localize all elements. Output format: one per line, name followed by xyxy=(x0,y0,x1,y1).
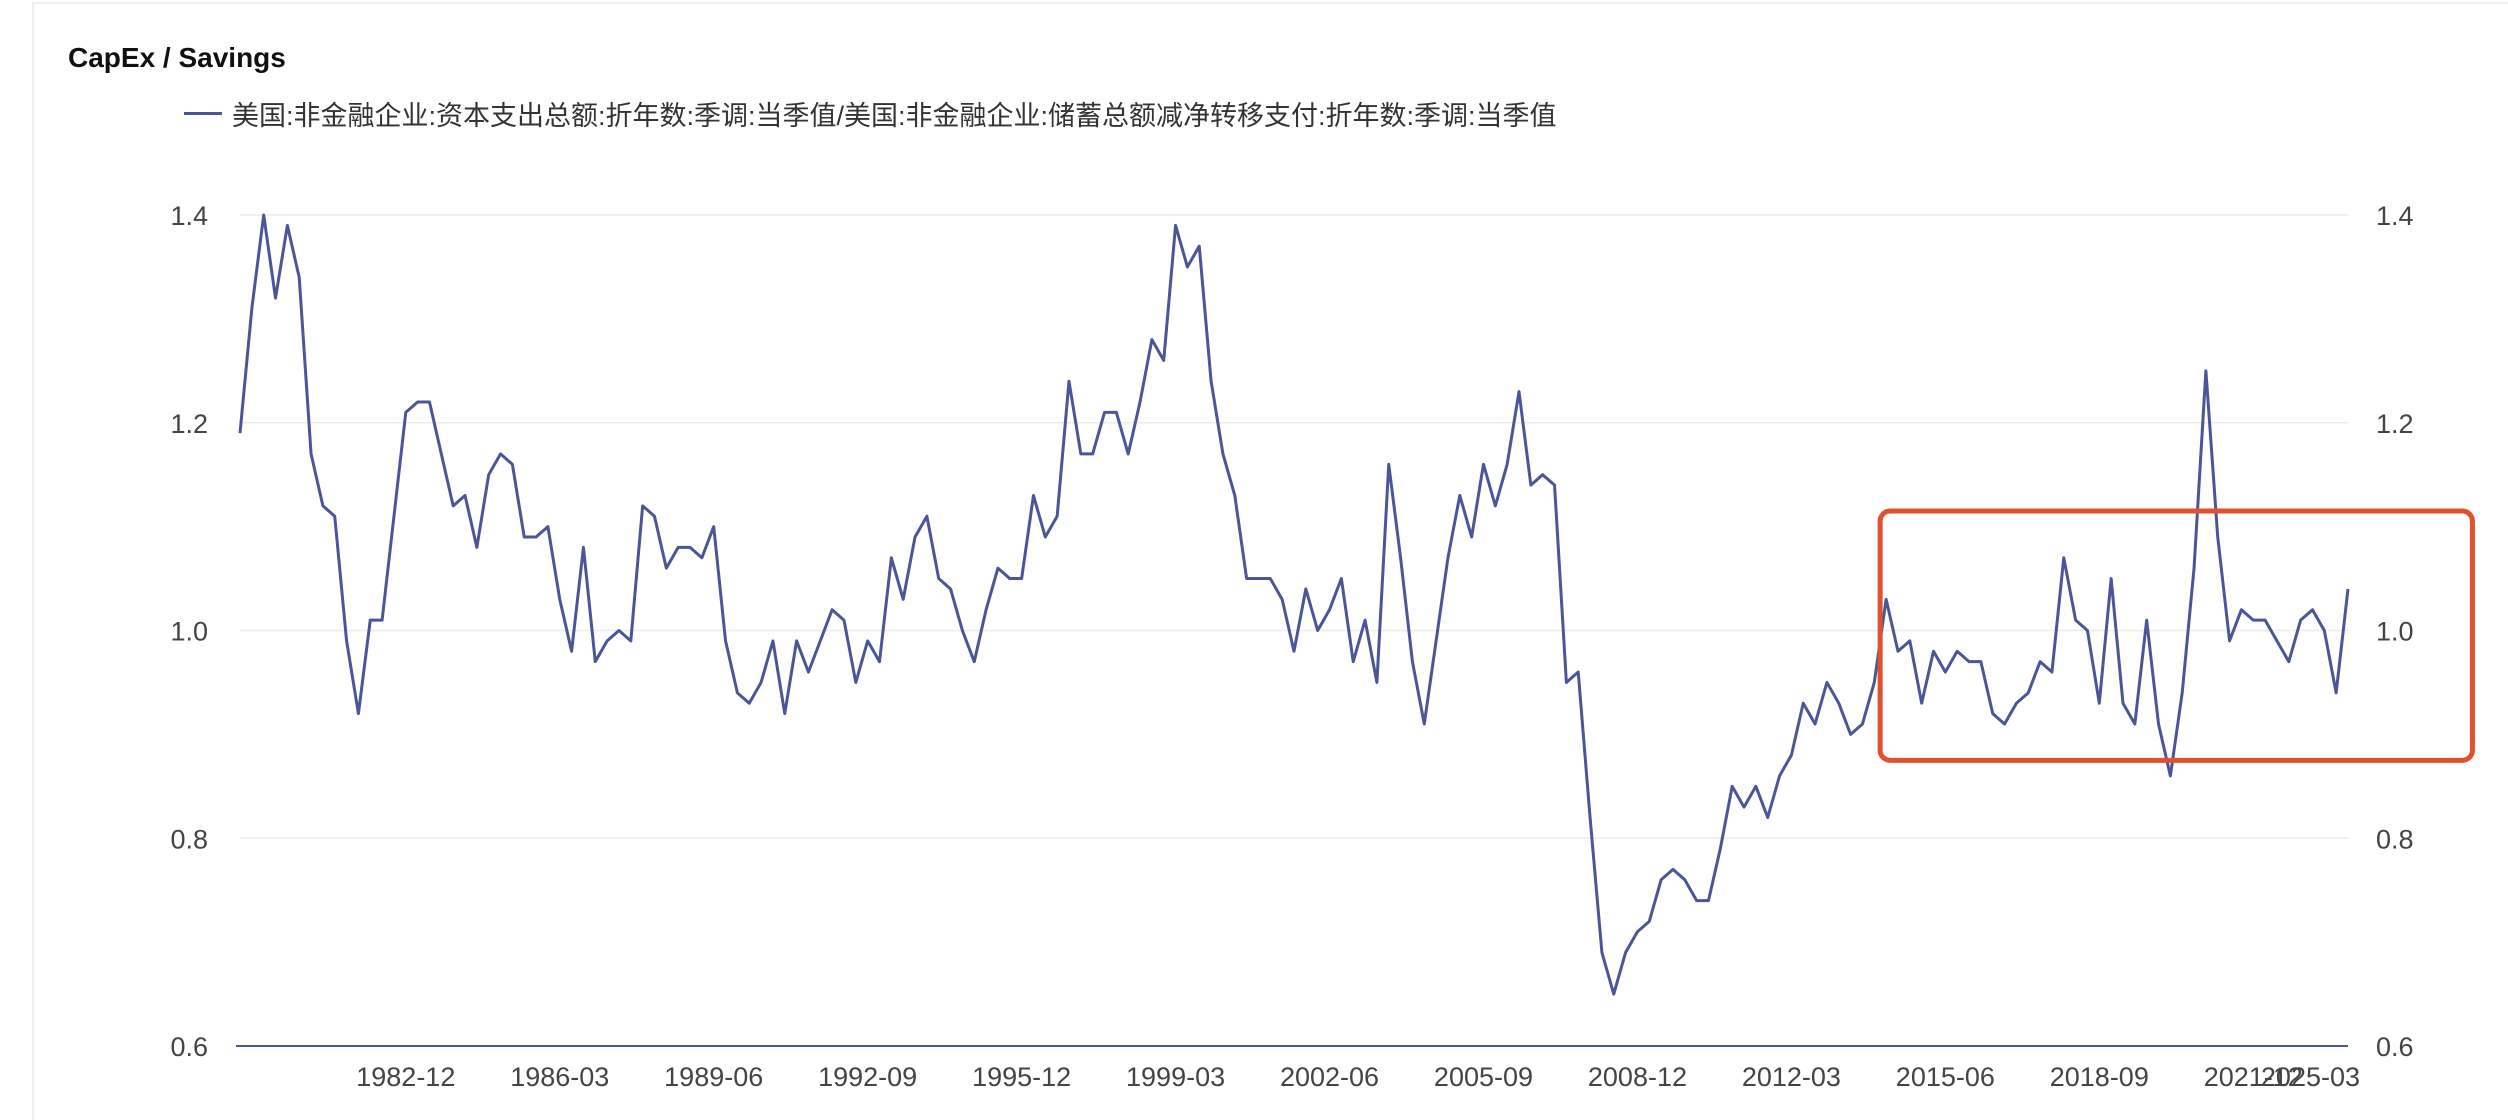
x-tick-label: 1992-09 xyxy=(818,1062,917,1092)
y-tick-label-right: 0.6 xyxy=(2376,1032,2414,1062)
legend-swatch xyxy=(184,112,222,115)
x-tick-label: 2002-06 xyxy=(1280,1062,1379,1092)
x-tick-label: 1999-03 xyxy=(1126,1062,1225,1092)
x-tick-label: 1986-03 xyxy=(510,1062,609,1092)
x-tick-label: 2025-03 xyxy=(2261,1062,2360,1092)
highlight-box xyxy=(1877,508,2475,763)
chart-frame xyxy=(32,2,2508,1120)
chart-title: CapEx / Savings xyxy=(68,42,286,73)
legend[interactable]: 美国:非金融企业:资本支出总额:折年数:季调:当季值/美国:非金融企业:储蓄总额… xyxy=(184,94,1557,133)
x-tick-label: 2008-12 xyxy=(1588,1062,1687,1092)
y-tick-label-left: 0.6 xyxy=(170,1032,208,1062)
x-tick-label: 2015-06 xyxy=(1896,1062,1995,1092)
x-tick-label: 2005-09 xyxy=(1434,1062,1533,1092)
x-tick-label: 2018-09 xyxy=(2050,1062,2149,1092)
y-tick-label-right: 1.2 xyxy=(2376,409,2414,439)
y-tick-label-left: 1.0 xyxy=(170,617,208,647)
x-tick-label: 2021-12 xyxy=(2204,1062,2303,1092)
y-tick-label-right: 1.4 xyxy=(2376,201,2414,231)
y-tick-label-left: 0.8 xyxy=(170,824,208,854)
legend-label: 美国:非金融企业:资本支出总额:折年数:季调:当季值/美国:非金融企业:储蓄总额… xyxy=(232,101,1557,131)
x-tick-label: 2012-03 xyxy=(1742,1062,1841,1092)
y-tick-label-right: 1.0 xyxy=(2376,617,2414,647)
series-line xyxy=(238,213,2350,996)
y-tick-label-left: 1.4 xyxy=(170,201,208,231)
y-tick-label-right: 0.8 xyxy=(2376,824,2414,854)
x-tick-label: 1989-06 xyxy=(664,1062,763,1092)
y-tick-label-left: 1.2 xyxy=(170,409,208,439)
x-tick-label: 1982-12 xyxy=(356,1062,455,1092)
x-tick-label: 1995-12 xyxy=(972,1062,1071,1092)
